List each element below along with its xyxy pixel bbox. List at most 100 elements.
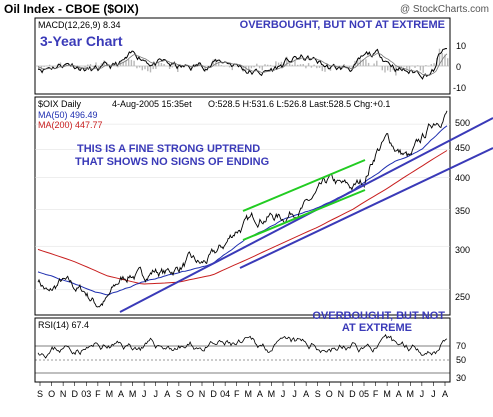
macd-histogram-bar xyxy=(299,64,302,66)
macd-histogram-bar xyxy=(163,64,165,66)
macd-histogram-bar xyxy=(253,66,255,68)
macd-histogram-bar xyxy=(392,66,394,71)
macd-histogram-bar xyxy=(84,66,86,70)
rsi-tick-50: 50 xyxy=(456,355,466,365)
macd-histogram-bar xyxy=(258,66,261,69)
x-axis-label: O xyxy=(48,389,55,399)
x-axis-label: M xyxy=(383,389,391,399)
x-axis-label: A xyxy=(396,389,402,399)
macd-histogram-bar xyxy=(384,66,386,73)
macd-histogram-bar xyxy=(38,66,40,70)
macd-histogram-bar xyxy=(198,62,201,66)
macd-histogram-bar xyxy=(313,64,315,66)
macd-histogram-bar xyxy=(174,65,176,66)
macd-histogram-bar xyxy=(125,60,127,66)
macd-histogram-bar xyxy=(43,66,45,67)
rsi-tick-70: 70 xyxy=(456,341,466,351)
macd-histogram-bar xyxy=(171,66,173,68)
price-panel: $OIX Daily 4-Aug-2005 15:35et O:528.5 H:… xyxy=(34,96,493,316)
x-axis-label: A xyxy=(118,389,124,399)
rsi-line xyxy=(37,333,448,359)
macd-histogram-bar xyxy=(138,66,141,68)
macd-histogram-bar xyxy=(447,58,449,66)
macd-histogram-bar xyxy=(98,66,100,69)
macd-histogram-bar xyxy=(277,62,280,66)
macd-histogram-bar xyxy=(218,61,220,66)
macd-histogram-bar xyxy=(223,66,225,67)
price-line xyxy=(37,110,448,308)
macd-tick-10: 10 xyxy=(456,41,466,51)
macd-histogram-bar xyxy=(414,66,416,68)
rsi-annotation-1: OVERBOUGHT, BUT NOT xyxy=(312,310,445,322)
x-axis-label: A xyxy=(442,389,448,399)
ma200-line xyxy=(37,150,448,285)
x-axis-label: J xyxy=(420,389,425,399)
x-axis-label: 04 xyxy=(220,389,230,399)
macd-histogram-bar xyxy=(48,64,51,66)
macd-histogram-bar xyxy=(122,61,124,66)
price-annotation-2: THAT SHOWS NO SIGNS OF ENDING xyxy=(75,156,269,168)
macd-histogram-bar xyxy=(65,63,67,66)
macd-histogram-bar xyxy=(430,64,432,66)
channel-upper-line xyxy=(242,159,366,212)
x-axis-label: N xyxy=(199,389,206,399)
macd-histogram-bar xyxy=(406,66,408,69)
macd-histogram-bar xyxy=(269,64,272,66)
macd-histogram-bar xyxy=(438,48,441,66)
three-year-chart-label: 3-Year Chart xyxy=(40,33,123,49)
macd-histogram-bar xyxy=(114,65,116,66)
macd-histogram-bar xyxy=(149,66,152,73)
macd-histogram-bar xyxy=(231,66,233,71)
macd-signal-line xyxy=(37,52,448,76)
x-axis-label: F xyxy=(95,389,101,399)
macd-histogram-bar xyxy=(51,66,53,67)
macd-histogram-bar xyxy=(417,65,419,66)
ma50-line xyxy=(37,125,448,296)
rsi-annotation-2: AT EXTREME xyxy=(342,322,412,334)
macd-histogram-bar xyxy=(297,64,299,66)
x-axis-label: O xyxy=(187,389,194,399)
macd-histogram-bar xyxy=(307,63,310,66)
rsi-label: RSI(14) 67.4 xyxy=(38,320,89,330)
macd-histogram-bar xyxy=(144,66,146,70)
ma50-label: MA(50) 496.49 xyxy=(38,110,98,120)
macd-histogram-bar xyxy=(242,66,244,72)
x-axis-label: M xyxy=(129,389,137,399)
macd-histogram-bar xyxy=(100,63,103,66)
price-date: 4-Aug-2005 15:35et xyxy=(112,99,192,109)
x-axis-label: 05 xyxy=(359,389,369,399)
macd-histogram-bar xyxy=(193,64,195,66)
x-axis-label: N xyxy=(338,389,345,399)
macd-histogram-bar xyxy=(283,62,285,66)
macd-histogram-bar xyxy=(248,66,250,72)
macd-histogram-bar xyxy=(87,64,89,66)
rsi-panel: RSI(14) 67.4 OVERBOUGHT, BUT NOT AT EXTR… xyxy=(34,310,466,383)
macd-histogram-bar xyxy=(422,66,424,73)
macd-histogram-bar xyxy=(318,66,321,68)
x-axis-label: M xyxy=(106,389,114,399)
macd-histogram-bar xyxy=(280,61,283,66)
macd-histogram-bar xyxy=(343,64,345,66)
macd-histogram-bar xyxy=(215,59,217,66)
macd-histogram-bar xyxy=(168,66,171,69)
macd-histogram-bar xyxy=(212,59,214,66)
macd-histogram-bar xyxy=(92,66,94,67)
macd-histogram-bar xyxy=(354,60,356,66)
macd-histogram-bar xyxy=(267,64,269,66)
macd-annotation: OVERBOUGHT, BUT NOT AT EXTREME xyxy=(240,19,445,31)
macd-histogram-bar xyxy=(389,66,392,72)
macd-histogram-bar xyxy=(133,60,135,66)
chart-title: Oil Index - CBOE ($OIX) xyxy=(4,2,139,16)
macd-histogram-bar xyxy=(348,66,351,69)
macd-histogram-bar xyxy=(310,66,313,68)
x-axis-label: D xyxy=(210,389,217,399)
macd-histogram-bar xyxy=(381,66,383,71)
macd-histogram-bar xyxy=(288,63,291,66)
x-axis-label: J xyxy=(142,389,147,399)
macd-histogram-bar xyxy=(419,66,422,71)
macd-histogram-bar xyxy=(275,61,277,66)
macd-label: MACD(12,26,9) 8.34 xyxy=(38,20,121,30)
price-tick-350: 350 xyxy=(455,206,470,216)
macd-histogram-bar xyxy=(250,66,253,69)
